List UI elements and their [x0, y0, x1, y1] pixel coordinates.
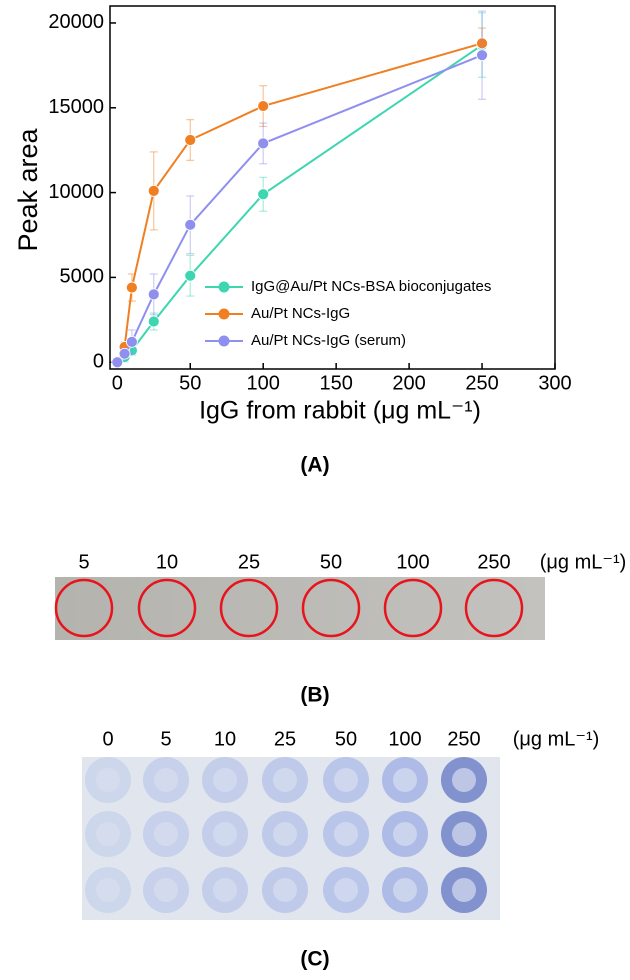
- data-point: [257, 188, 270, 201]
- legend-label: Au/Pt NCs-IgG (serum): [251, 332, 406, 349]
- data-point: [476, 37, 488, 50]
- spot-center: [96, 822, 120, 846]
- concentration-label: 25: [274, 728, 296, 750]
- photo-strip: [55, 577, 545, 640]
- concentration-label: 0: [102, 728, 113, 750]
- y-tick-label: 10000: [48, 181, 104, 203]
- x-tick-label: 0: [112, 372, 123, 394]
- legend-label: IgG@Au/Pt NCs-BSA bioconjugates: [251, 278, 491, 295]
- data-point: [184, 269, 197, 282]
- test-zone: [383, 578, 443, 638]
- legend-marker: [218, 281, 230, 293]
- concentration-label: 5: [160, 728, 171, 750]
- y-tick-label: 15000: [48, 96, 104, 118]
- plot-frame: [109, 5, 556, 370]
- concentration-label: 100: [396, 551, 429, 573]
- spot-center: [96, 878, 120, 902]
- spot-center: [213, 822, 237, 846]
- spot-center: [96, 768, 120, 792]
- x-tick-label: 300: [538, 372, 571, 394]
- spot-center: [452, 768, 476, 792]
- spot-center: [213, 768, 237, 792]
- concentration-label: 10: [156, 551, 178, 573]
- photo-spots: [85, 757, 487, 913]
- spot-center: [154, 878, 178, 902]
- data-point: [118, 347, 131, 360]
- data-point: [147, 315, 160, 328]
- spot-center: [334, 878, 358, 902]
- spot-center: [273, 822, 297, 846]
- spot-center: [334, 822, 358, 846]
- concentration-label: 250: [447, 728, 480, 750]
- x-tick-label: 150: [319, 372, 352, 394]
- spot-center: [273, 768, 297, 792]
- test-zone: [137, 578, 197, 638]
- unit-label: (μg mL⁻¹): [513, 728, 600, 750]
- spot-center: [452, 822, 476, 846]
- spot-center: [334, 768, 358, 792]
- concentration-label: 50: [335, 728, 357, 750]
- spot-center: [213, 878, 237, 902]
- spot-center: [154, 768, 178, 792]
- data-point: [147, 288, 160, 301]
- panel-label: (B): [300, 684, 329, 707]
- concentration-label: 25: [238, 551, 260, 573]
- test-zone: [219, 578, 279, 638]
- concentration-label: 5: [78, 551, 89, 573]
- spot-center: [393, 878, 417, 902]
- y-tick-label: 5000: [60, 266, 105, 288]
- x-tick-label: 200: [392, 372, 425, 394]
- photo-spots: [54, 578, 524, 638]
- x-axis-title: IgG from rabbit (μg mL⁻¹): [199, 397, 481, 425]
- data-point: [147, 184, 160, 197]
- y-tick-label: 20000: [48, 11, 104, 33]
- spot-center: [393, 822, 417, 846]
- legend-label: Au/Pt NCs-IgG: [251, 305, 350, 322]
- spot-center: [154, 822, 178, 846]
- concentration-label: 100: [388, 728, 421, 750]
- x-tick-label: 100: [247, 372, 280, 394]
- data-point: [125, 281, 138, 294]
- spot-center: [452, 878, 476, 902]
- concentration-label: 250: [477, 551, 510, 573]
- test-zone: [54, 578, 114, 638]
- data-point: [184, 134, 197, 146]
- spot-center: [393, 768, 417, 792]
- unit-label: (μg mL⁻¹): [540, 551, 627, 573]
- legend-marker: [218, 335, 230, 347]
- concentration-label: 50: [320, 551, 342, 573]
- data-point: [184, 218, 197, 231]
- x-tick-label: 250: [465, 372, 498, 394]
- x-tick-label: 50: [179, 372, 201, 394]
- test-zone: [301, 578, 361, 638]
- data-point: [476, 49, 488, 62]
- data-point: [125, 335, 138, 348]
- data-point: [257, 137, 270, 150]
- spot-center: [273, 878, 297, 902]
- y-tick-label: 0: [93, 350, 104, 372]
- panel-label: (C): [300, 948, 329, 971]
- data-point: [111, 356, 124, 369]
- test-zone: [464, 578, 524, 638]
- y-axis-title: Peak area: [13, 127, 43, 251]
- data-point: [257, 100, 270, 112]
- panel-label: (A): [300, 454, 329, 477]
- concentration-label: 10: [214, 728, 236, 750]
- legend-marker: [218, 308, 230, 320]
